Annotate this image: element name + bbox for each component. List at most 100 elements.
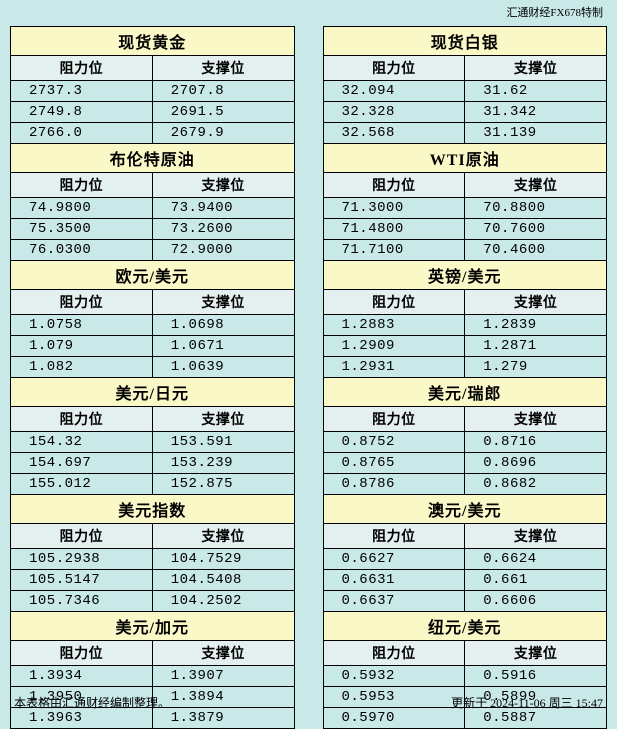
resistance-header: 阻力位 bbox=[324, 173, 466, 197]
support-value: 0.661 bbox=[465, 570, 606, 590]
resistance-value: 105.5147 bbox=[11, 570, 153, 590]
table-row: 0.59700.5887 bbox=[324, 708, 607, 728]
support-header: 支撑位 bbox=[153, 524, 294, 548]
price-block: 现货黄金阻力位支撑位2737.32707.82749.82691.52766.0… bbox=[10, 26, 295, 144]
column-header-row: 阻力位支撑位 bbox=[11, 524, 294, 549]
table-row: 105.5147104.5408 bbox=[11, 570, 294, 591]
table-row: 76.030072.9000 bbox=[11, 240, 294, 260]
table-row: 2766.02679.9 bbox=[11, 123, 294, 143]
resistance-value: 0.8786 bbox=[324, 474, 466, 494]
support-value: 2691.5 bbox=[153, 102, 294, 122]
resistance-value: 0.8765 bbox=[324, 453, 466, 473]
resistance-value: 32.094 bbox=[324, 81, 466, 101]
table-row: 0.87860.8682 bbox=[324, 474, 607, 494]
table-row: 1.28831.2839 bbox=[324, 315, 607, 336]
support-value: 1.2839 bbox=[465, 315, 606, 335]
resistance-value: 2737.3 bbox=[11, 81, 153, 101]
support-value: 1.0639 bbox=[153, 357, 294, 377]
resistance-value: 154.697 bbox=[11, 453, 153, 473]
support-value: 72.9000 bbox=[153, 240, 294, 260]
support-header: 支撑位 bbox=[465, 290, 606, 314]
support-header: 支撑位 bbox=[153, 641, 294, 665]
resistance-value: 2766.0 bbox=[11, 123, 153, 143]
table-row: 1.39341.3907 bbox=[11, 666, 294, 687]
resistance-value: 32.328 bbox=[324, 102, 466, 122]
table-row: 0.66270.6624 bbox=[324, 549, 607, 570]
left-column: 现货黄金阻力位支撑位2737.32707.82749.82691.52766.0… bbox=[10, 26, 295, 729]
price-block: 美元指数阻力位支撑位105.2938104.7529105.5147104.54… bbox=[10, 495, 295, 612]
table-row: 0.87520.8716 bbox=[324, 432, 607, 453]
support-header: 支撑位 bbox=[465, 641, 606, 665]
footer: 本表格由汇通财经编制整理。 更新于 2024-11-06 周三 15:47 bbox=[14, 694, 603, 711]
price-block: 美元/加元阻力位支撑位1.39341.39071.39501.38941.396… bbox=[10, 612, 295, 729]
tables-grid: 现货黄金阻力位支撑位2737.32707.82749.82691.52766.0… bbox=[10, 26, 607, 729]
resistance-value: 1.0758 bbox=[11, 315, 153, 335]
support-value: 152.875 bbox=[153, 474, 294, 494]
table-row: 105.2938104.7529 bbox=[11, 549, 294, 570]
resistance-header: 阻力位 bbox=[324, 290, 466, 314]
resistance-value: 105.2938 bbox=[11, 549, 153, 569]
resistance-value: 0.6627 bbox=[324, 549, 466, 569]
table-row: 74.980073.9400 bbox=[11, 198, 294, 219]
support-value: 0.5887 bbox=[465, 708, 606, 728]
price-block: 英镑/美元阻力位支撑位1.28831.28391.29091.28711.293… bbox=[323, 261, 608, 378]
table-row: 1.39631.3879 bbox=[11, 708, 294, 728]
table-row: 154.32153.591 bbox=[11, 432, 294, 453]
block-title: 现货白银 bbox=[324, 27, 607, 56]
support-value: 1.3879 bbox=[153, 708, 294, 728]
resistance-value: 74.9800 bbox=[11, 198, 153, 218]
column-header-row: 阻力位支撑位 bbox=[11, 56, 294, 81]
support-value: 153.239 bbox=[153, 453, 294, 473]
resistance-value: 32.568 bbox=[324, 123, 466, 143]
resistance-value: 71.4800 bbox=[324, 219, 466, 239]
table-row: 32.09431.62 bbox=[324, 81, 607, 102]
support-value: 0.8696 bbox=[465, 453, 606, 473]
resistance-value: 1.2931 bbox=[324, 357, 466, 377]
support-header: 支撑位 bbox=[465, 56, 606, 80]
resistance-value: 155.012 bbox=[11, 474, 153, 494]
block-title: 纽元/美元 bbox=[324, 612, 607, 641]
table-row: 71.480070.7600 bbox=[324, 219, 607, 240]
resistance-header: 阻力位 bbox=[324, 407, 466, 431]
resistance-value: 0.5970 bbox=[324, 708, 466, 728]
block-title: 英镑/美元 bbox=[324, 261, 607, 290]
price-block: 美元/日元阻力位支撑位154.32153.591154.697153.23915… bbox=[10, 378, 295, 495]
block-title: 美元/加元 bbox=[11, 612, 294, 641]
resistance-header: 阻力位 bbox=[11, 290, 153, 314]
support-value: 31.139 bbox=[465, 123, 606, 143]
column-header-row: 阻力位支撑位 bbox=[11, 641, 294, 666]
table-row: 71.300070.8800 bbox=[324, 198, 607, 219]
block-title: 美元/瑞郎 bbox=[324, 378, 607, 407]
price-block: 现货白银阻力位支撑位32.09431.6232.32831.34232.5683… bbox=[323, 26, 608, 144]
support-value: 104.5408 bbox=[153, 570, 294, 590]
price-block: WTI原油阻力位支撑位71.300070.880071.480070.76007… bbox=[323, 144, 608, 261]
table-row: 2749.82691.5 bbox=[11, 102, 294, 123]
resistance-value: 1.2909 bbox=[324, 336, 466, 356]
support-value: 70.4600 bbox=[465, 240, 606, 260]
support-value: 2707.8 bbox=[153, 81, 294, 101]
support-value: 1.2871 bbox=[465, 336, 606, 356]
table-row: 0.87650.8696 bbox=[324, 453, 607, 474]
support-header: 支撑位 bbox=[153, 56, 294, 80]
table-row: 32.32831.342 bbox=[324, 102, 607, 123]
resistance-value: 1.3934 bbox=[11, 666, 153, 686]
support-value: 104.2502 bbox=[153, 591, 294, 611]
block-title: 布伦特原油 bbox=[11, 144, 294, 173]
table-row: 2737.32707.8 bbox=[11, 81, 294, 102]
resistance-value: 0.6631 bbox=[324, 570, 466, 590]
support-header: 支撑位 bbox=[153, 290, 294, 314]
resistance-value: 2749.8 bbox=[11, 102, 153, 122]
block-title: 现货黄金 bbox=[11, 27, 294, 56]
support-value: 1.0698 bbox=[153, 315, 294, 335]
resistance-header: 阻力位 bbox=[11, 407, 153, 431]
resistance-value: 1.2883 bbox=[324, 315, 466, 335]
resistance-value: 1.079 bbox=[11, 336, 153, 356]
resistance-value: 0.6637 bbox=[324, 591, 466, 611]
table-row: 105.7346104.2502 bbox=[11, 591, 294, 611]
resistance-value: 1.082 bbox=[11, 357, 153, 377]
resistance-value: 75.3500 bbox=[11, 219, 153, 239]
resistance-value: 105.7346 bbox=[11, 591, 153, 611]
support-header: 支撑位 bbox=[153, 407, 294, 431]
table-row: 0.66310.661 bbox=[324, 570, 607, 591]
support-value: 31.342 bbox=[465, 102, 606, 122]
